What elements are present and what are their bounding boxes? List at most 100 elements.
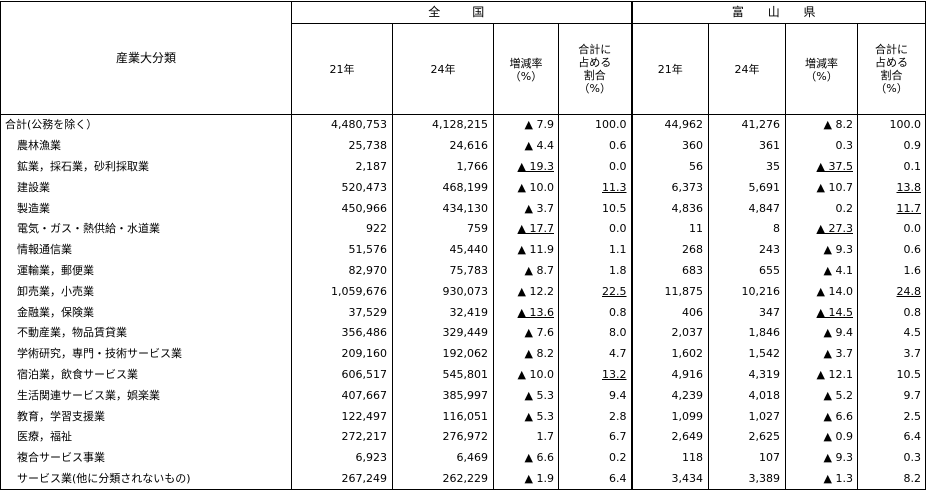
table-row: 合計(公務を除く） 4,480,753 4,128,215 ▲ 7.9 100.0 44,… xyxy=(0,113,926,136)
table-row: 製造業 450,966 434,130 ▲ 3.7 10.5 4,836 4,847 0.2 1… xyxy=(0,198,926,219)
underlined-value: ▲ 19.3 xyxy=(517,159,554,173)
toyama-rate-cell: ▲ 27.3 xyxy=(785,218,858,240)
industry-name-cell: 情報通信業 xyxy=(0,239,292,261)
toyama-rate-cell: ▲ 5.2 xyxy=(785,385,858,407)
industry-name-cell: 建設業 xyxy=(0,177,292,199)
national-share-cell: 9.4 xyxy=(558,385,632,407)
industry-name-cell: 宿泊業，飲食サービス業 xyxy=(0,364,292,386)
national-21-cell: 450,966 xyxy=(291,198,393,219)
toyama-rate-cell: ▲ 4.1 xyxy=(785,260,858,282)
underlined-value: 13.8 xyxy=(896,180,922,194)
national-24-cell: 329,449 xyxy=(392,322,494,344)
table-row: 鉱業，採石業，砂利採取業 2,187 1,766 ▲ 19.3 0.0 56 35 ▲ 37.… xyxy=(0,156,926,178)
national-24-cell: 385,997 xyxy=(392,385,494,407)
national-share-cell: 6.4 xyxy=(558,468,632,490)
national-rate-cell: ▲ 19.3 xyxy=(493,156,559,178)
underlined-value: ▲ 17.7 xyxy=(517,222,554,236)
industry-name-cell: 学術研究，専門・技術サービス業 xyxy=(0,343,292,365)
national-share-cell: 1.8 xyxy=(558,260,632,282)
national-share-cell: 0.8 xyxy=(558,302,632,323)
toyama-share-cell: 1.6 xyxy=(857,260,926,282)
national-share-cell: 4.7 xyxy=(558,343,632,365)
national-24-cell: 4,128,215 xyxy=(392,113,494,136)
national-rate-cell: ▲ 7.6 xyxy=(493,322,559,344)
toyama-21-cell: 360 xyxy=(630,135,709,157)
industry-name-cell: 製造業 xyxy=(0,198,292,219)
toyama-share-cell: 13.8 xyxy=(857,177,926,199)
national-24-cell: 32,419 xyxy=(392,302,494,323)
toyama-col-share: 合計に 占める 割合 （%） xyxy=(857,23,926,115)
toyama-share-cell: 0.0 xyxy=(857,218,926,240)
toyama-21-cell: 4,916 xyxy=(630,364,709,386)
table-header: 産業大分類 全 国 富 山 県 21年 24年 増減率 （%） 合計に 占める … xyxy=(0,1,926,115)
toyama-rate-cell: ▲ 6.6 xyxy=(785,406,858,427)
toyama-share-cell: 6.4 xyxy=(857,426,926,448)
table-row: 複合サービス事業 6,923 6,469 ▲ 6.6 0.2 118 107 ▲ 9.3 0.3 xyxy=(0,447,926,469)
national-24-cell: 545,801 xyxy=(392,364,494,386)
toyama-rate-cell: ▲ 9.4 xyxy=(785,322,858,344)
national-share-cell: 10.5 xyxy=(558,198,632,219)
national-24-cell: 75,783 xyxy=(392,260,494,282)
table-row: 建設業 520,473 468,199 ▲ 10.0 11.3 6,373 5,691 ▲ 1… xyxy=(0,177,926,199)
national-21-cell: 51,576 xyxy=(291,239,393,261)
toyama-share-cell: 24.8 xyxy=(857,281,926,303)
national-24-cell: 468,199 xyxy=(392,177,494,199)
national-24-cell: 45,440 xyxy=(392,239,494,261)
national-24-cell: 930,073 xyxy=(392,281,494,303)
industry-name-cell: サービス業(他に分類されないもの) xyxy=(0,468,292,490)
toyama-share-cell: 0.8 xyxy=(857,302,926,323)
national-21-cell: 407,667 xyxy=(291,385,393,407)
national-21-cell: 520,473 xyxy=(291,177,393,199)
toyama-rate-cell: 0.2 xyxy=(785,198,858,219)
industry-name-cell: 卸売業，小売業 xyxy=(0,281,292,303)
toyama-21-cell: 3,434 xyxy=(630,468,709,490)
national-21-cell: 122,497 xyxy=(291,406,393,427)
industry-name-cell: 生活関連サービス業，娯楽業 xyxy=(0,385,292,407)
toyama-21-cell: 406 xyxy=(630,302,709,323)
national-21-cell: 4,480,753 xyxy=(291,113,393,136)
national-rate-cell: ▲ 13.6 xyxy=(493,302,559,323)
toyama-21-cell: 118 xyxy=(630,447,709,469)
toyama-group-header: 富 山 県 xyxy=(630,1,926,24)
national-24-cell: 262,229 xyxy=(392,468,494,490)
national-share-cell: 0.6 xyxy=(558,135,632,157)
underlined-value: 13.2 xyxy=(602,367,627,381)
toyama-24-cell: 1,027 xyxy=(708,406,786,427)
toyama-24-cell: 1,846 xyxy=(708,322,786,344)
national-share-cell: 8.0 xyxy=(558,322,632,344)
table-body: 合計(公務を除く） 4,480,753 4,128,215 ▲ 7.9 100.0 44,… xyxy=(0,113,926,490)
toyama-share-cell: 0.6 xyxy=(857,239,926,261)
toyama-21-cell: 6,373 xyxy=(630,177,709,199)
table-row: 運輸業，郵便業 82,970 75,783 ▲ 8.7 1.8 683 655 ▲ 4.1 1.… xyxy=(0,260,926,282)
toyama-rate-cell: ▲ 14.0 xyxy=(785,281,858,303)
table-row: 不動産業，物品賃貸業 356,486 329,449 ▲ 7.6 8.0 2,037 1,8… xyxy=(0,322,926,344)
underlined-value: 11.7 xyxy=(896,201,922,215)
national-share-cell: 100.0 xyxy=(558,113,632,136)
toyama-share-cell: 8.2 xyxy=(857,468,926,490)
industry-name-cell: 教育，学習支援業 xyxy=(0,406,292,427)
national-col-21: 21年 xyxy=(291,23,393,115)
national-share-cell: 11.3 xyxy=(558,177,632,199)
national-21-cell: 209,160 xyxy=(291,343,393,365)
national-col-24: 24年 xyxy=(392,23,494,115)
table-row: サービス業(他に分類されないもの) 267,249 262,229 ▲ 1.9 6.4 3… xyxy=(0,468,926,490)
national-24-cell: 116,051 xyxy=(392,406,494,427)
national-21-cell: 272,217 xyxy=(291,426,393,448)
industry-name-cell: 複合サービス事業 xyxy=(0,447,292,469)
underlined-value: ▲ 27.3 xyxy=(816,222,853,236)
national-col-share: 合計に 占める 割合 （%） xyxy=(558,23,632,115)
toyama-share-cell: 9.7 xyxy=(857,385,926,407)
toyama-rate-cell: ▲ 37.5 xyxy=(785,156,858,178)
toyama-share-cell: 2.5 xyxy=(857,406,926,427)
national-share-cell: 13.2 xyxy=(558,364,632,386)
national-rate-cell: ▲ 3.7 xyxy=(493,198,559,219)
national-rate-cell: ▲ 17.7 xyxy=(493,218,559,240)
toyama-24-cell: 35 xyxy=(708,156,786,178)
industry-name-cell: 農林漁業 xyxy=(0,135,292,157)
national-rate-cell: ▲ 8.2 xyxy=(493,343,559,365)
national-24-cell: 759 xyxy=(392,218,494,240)
toyama-rate-cell: ▲ 3.7 xyxy=(785,343,858,365)
national-21-cell: 6,923 xyxy=(291,447,393,469)
table-row: 医療，福祉 272,217 276,972 1.7 6.7 2,649 2,625 ▲ 0.9… xyxy=(0,426,926,448)
underlined-value: 11.3 xyxy=(602,180,627,194)
